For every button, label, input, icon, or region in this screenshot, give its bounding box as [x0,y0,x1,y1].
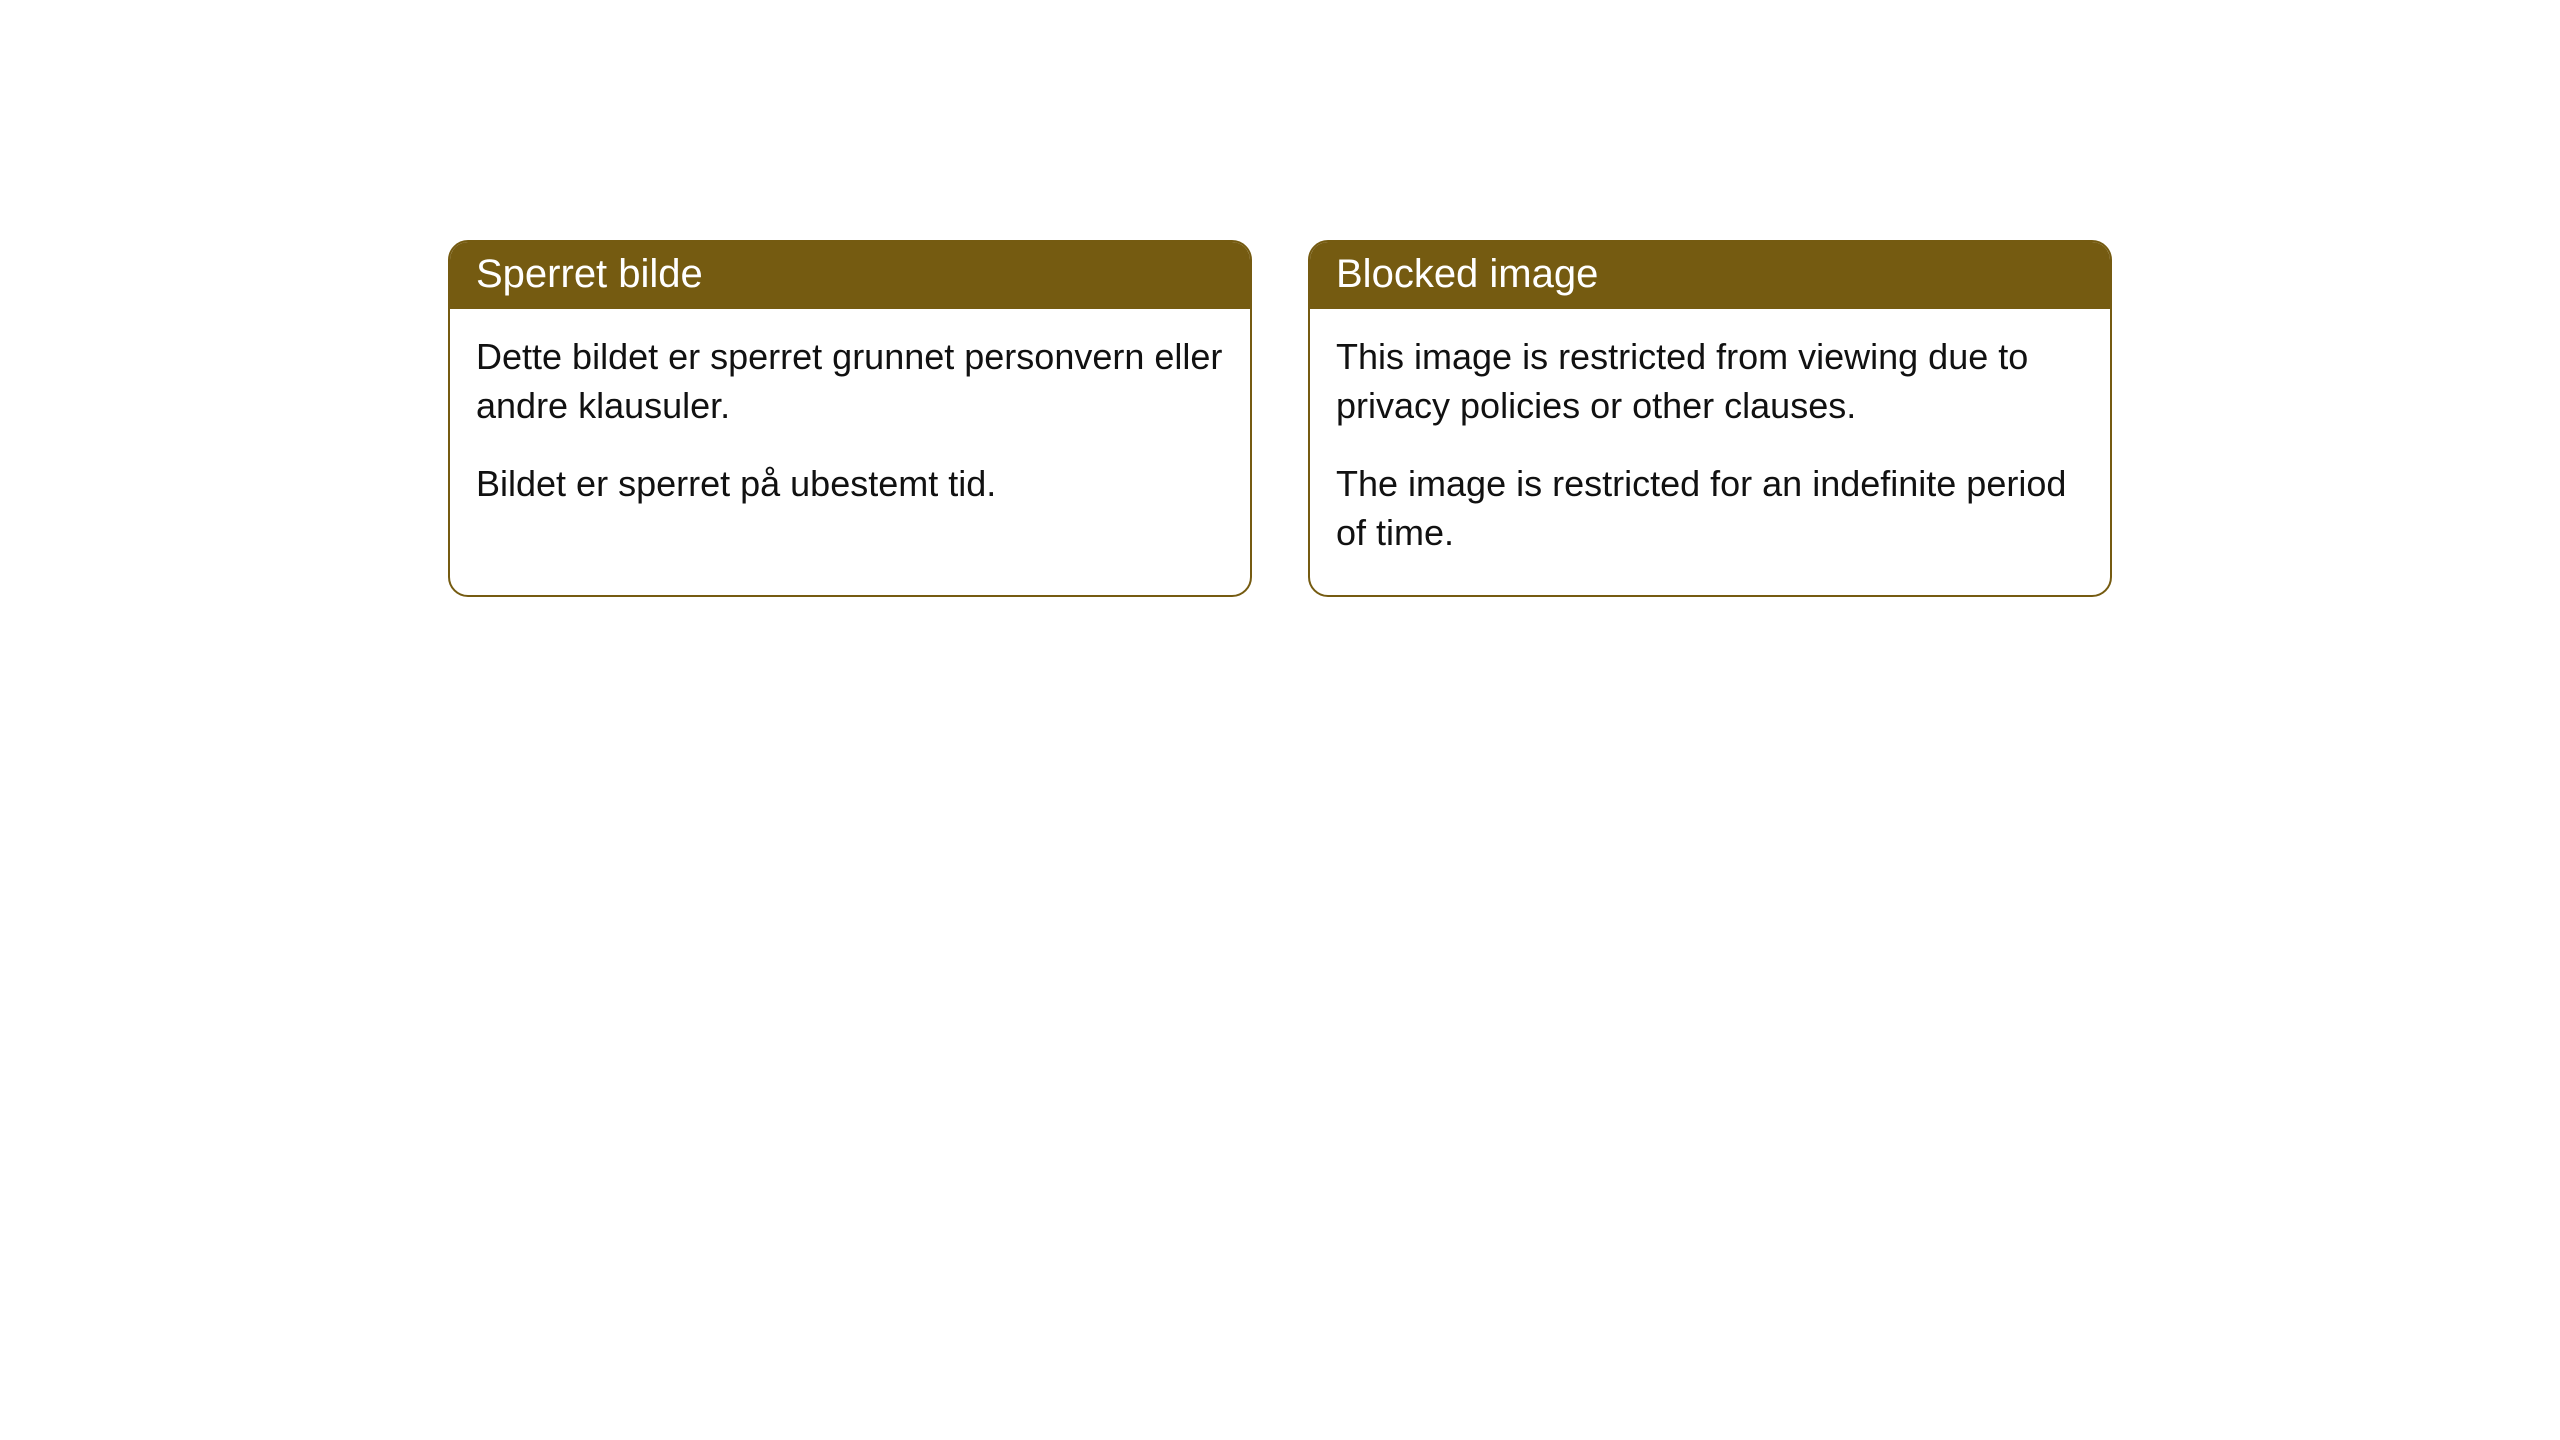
blocked-image-card-no: Sperret bilde Dette bildet er sperret gr… [448,240,1252,597]
card-body-en: This image is restricted from viewing du… [1310,309,2110,595]
cards-container: Sperret bilde Dette bildet er sperret gr… [0,0,2560,597]
card-paragraph: This image is restricted from viewing du… [1336,333,2084,430]
card-header-no: Sperret bilde [450,242,1250,309]
card-paragraph: Dette bildet er sperret grunnet personve… [476,333,1224,430]
card-header-en: Blocked image [1310,242,2110,309]
card-body-no: Dette bildet er sperret grunnet personve… [450,309,1250,547]
card-paragraph: The image is restricted for an indefinit… [1336,460,2084,557]
card-paragraph: Bildet er sperret på ubestemt tid. [476,460,1224,509]
blocked-image-card-en: Blocked image This image is restricted f… [1308,240,2112,597]
